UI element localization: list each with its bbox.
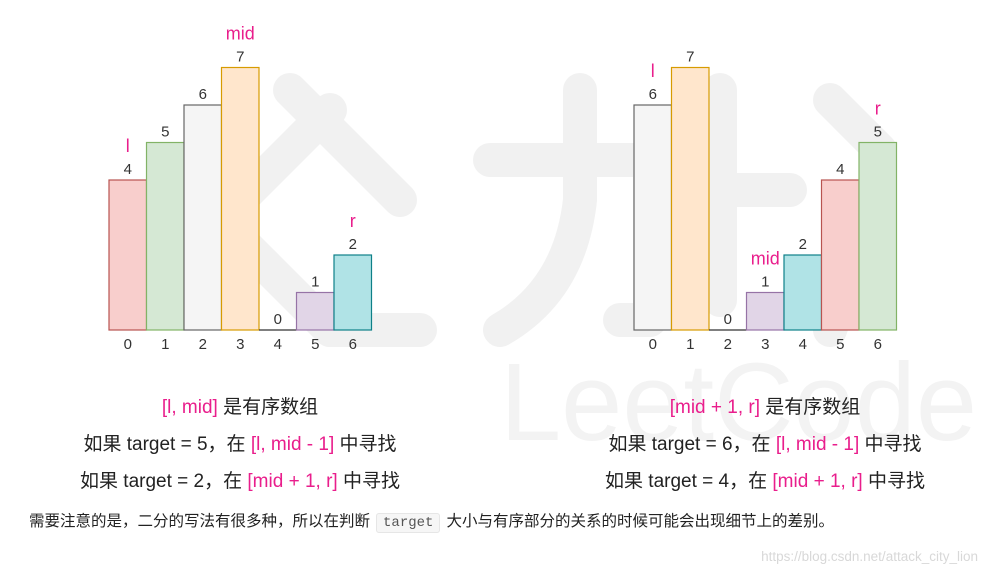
range-highlight: [mid + 1, r] [669, 397, 760, 418]
index-label: 3 [236, 336, 244, 353]
bar-value-label: 1 [311, 274, 319, 291]
bar [220, 66, 260, 331]
index-label: 6 [349, 336, 357, 353]
caption-text: 如果 target = 4，在 [605, 471, 773, 492]
caption-line: 如果 target = 2，在 [mid + 1, r] 中寻找 [10, 466, 470, 493]
caption-text: 中寻找 [334, 434, 397, 455]
index-label: 4 [274, 336, 282, 353]
bar-value-label: 2 [799, 236, 807, 253]
index-label: 3 [761, 336, 769, 353]
bar-value-label: 1 [761, 274, 769, 291]
bar [145, 141, 185, 331]
range-highlight: [mid + 1, r] [247, 471, 338, 492]
bar [183, 104, 223, 331]
bar-value-label: 7 [236, 49, 244, 66]
bar-value-label: 5 [161, 124, 169, 141]
caption-text: 中寻找 [859, 434, 922, 455]
caption-line: 如果 target = 4，在 [mid + 1, r] 中寻找 [535, 466, 990, 493]
caption-text: 中寻找 [862, 471, 925, 492]
caption-text: 如果 target = 6，在 [608, 434, 776, 455]
pointer-label-r: r [875, 99, 881, 119]
index-label: 2 [724, 336, 732, 353]
caption-text: 中寻找 [337, 471, 400, 492]
bar [333, 254, 373, 331]
caption-text: 如果 target = 5，在 [83, 434, 251, 455]
index-label: 2 [199, 336, 207, 353]
index-label: 4 [799, 336, 807, 353]
index-label: 0 [649, 336, 657, 353]
index-label: 1 [161, 336, 169, 353]
bar-value-label: 5 [874, 124, 882, 141]
index-label: 5 [836, 336, 844, 353]
bar [108, 179, 148, 331]
bar-value-label: 6 [649, 86, 657, 103]
paragraph-text-before: 需要注意的是，二分的写法有很多种，所以在判断 [29, 512, 371, 530]
caption-text: 如果 target = 2，在 [80, 471, 248, 492]
pointer-label-r: r [350, 211, 356, 231]
pointer-label-l: l [126, 136, 130, 156]
bar [858, 141, 898, 331]
pointer-label-l: l [651, 61, 655, 81]
binary-search-diagrams: 4 0 5 1 6 2 7 3 0 4 1 5 2 6 l mid r 6 0 7 1 0 2 1 3 2 4 4 5 5 6 l mid r [108, 24, 898, 353]
caption-text: 是有序数组 [217, 397, 319, 418]
bar-value-label: 0 [274, 311, 282, 328]
bar-value-label: 6 [199, 86, 207, 103]
pointer-label-mid: mid [751, 249, 780, 269]
index-label: 1 [686, 336, 694, 353]
bar [295, 291, 335, 331]
range-highlight: [l, mid - 1] [250, 434, 335, 455]
caption-line: 如果 target = 6，在 [l, mid - 1] 中寻找 [535, 429, 990, 456]
bar-value-label: 7 [686, 49, 694, 66]
caption-line: 如果 target = 5，在 [l, mid - 1] 中寻找 [10, 429, 470, 456]
explanation-paragraph: 需要注意的是，二分的写法有很多种，所以在判断 target 大小与有序部分的关系的时… [29, 506, 974, 539]
bar [633, 104, 673, 331]
bar-value-label: 0 [724, 311, 732, 328]
bar-value-label: 4 [124, 161, 132, 178]
index-label: 0 [124, 336, 132, 353]
index-label: 6 [874, 336, 882, 353]
pointer-label-mid: mid [226, 24, 255, 44]
index-label: 5 [311, 336, 319, 353]
range-highlight: [mid + 1, r] [772, 471, 863, 492]
caption-text: 是有序数组 [760, 397, 861, 418]
bar [783, 254, 823, 331]
bar-value-label: 2 [349, 236, 357, 253]
bar [670, 66, 710, 331]
range-highlight: [l, mid] [161, 397, 218, 418]
left-array-chart: 4 0 5 1 6 2 7 3 0 4 1 5 2 6 l mid r [108, 24, 373, 353]
bar [745, 291, 785, 331]
bar-value-label: 4 [836, 161, 844, 178]
caption-line: [l, mid] 是有序数组 [10, 392, 470, 419]
range-highlight: [l, mid - 1] [775, 434, 860, 455]
paragraph-text-after: 大小与有序部分的关系的时候可能会出现细节上的差别。 [446, 512, 834, 530]
inline-code-target: target [376, 513, 441, 533]
caption-line: [mid + 1, r] 是有序数组 [535, 392, 990, 419]
bar [820, 179, 860, 331]
source-credit: https://blog.csdn.net/attack_city_lion [761, 549, 978, 564]
right-array-chart: 6 0 7 1 0 2 1 3 2 4 4 5 5 6 l mid r [633, 49, 898, 353]
